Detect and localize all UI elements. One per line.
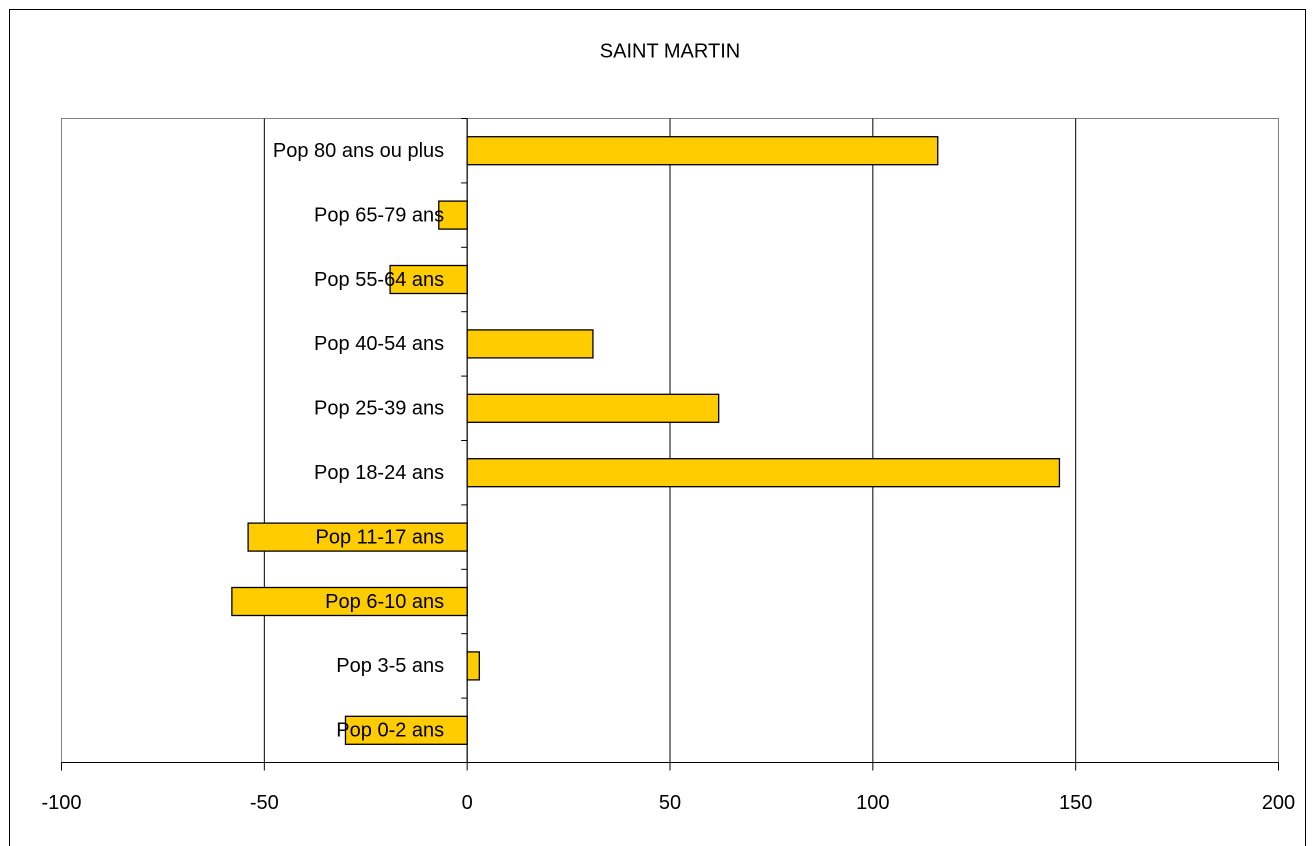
y-tick-label: Pop 6-10 ans — [325, 591, 444, 613]
bar — [466, 651, 480, 681]
y-tick-label: Pop 40-54 ans — [314, 333, 444, 355]
x-tick-label: 0 — [462, 792, 473, 814]
bar — [247, 522, 468, 552]
x-tick-label: -50 — [250, 792, 279, 814]
x-tick-label: 150 — [1059, 792, 1092, 814]
y-tick-label: Pop 3-5 ans — [336, 655, 444, 677]
bar — [466, 329, 594, 359]
bar — [438, 200, 468, 230]
y-tick-label: Pop 11-17 ans — [316, 526, 445, 548]
bar — [466, 136, 939, 166]
x-tick-label: 200 — [1262, 792, 1295, 814]
x-tick-label: 100 — [856, 792, 889, 814]
y-tick-label: Pop 18-24 ans — [314, 462, 444, 484]
bar — [231, 586, 468, 617]
y-tick-label: Pop 0-2 ans — [336, 720, 444, 742]
y-tick-label: Pop 55-64 ans — [314, 269, 444, 291]
y-tick-label: Pop 80 ans ou plus — [273, 140, 444, 162]
y-tick-label: Pop 65-79 ans — [314, 204, 444, 226]
y-tick-label: Pop 25-39 ans — [314, 398, 444, 420]
bar — [344, 715, 468, 745]
bar — [389, 264, 468, 295]
bar — [466, 393, 720, 423]
x-tick-label: 50 — [659, 792, 681, 814]
x-tick-label: -100 — [41, 792, 81, 814]
chart-title: SAINT MARTIN — [600, 40, 740, 62]
bar — [466, 458, 1061, 488]
